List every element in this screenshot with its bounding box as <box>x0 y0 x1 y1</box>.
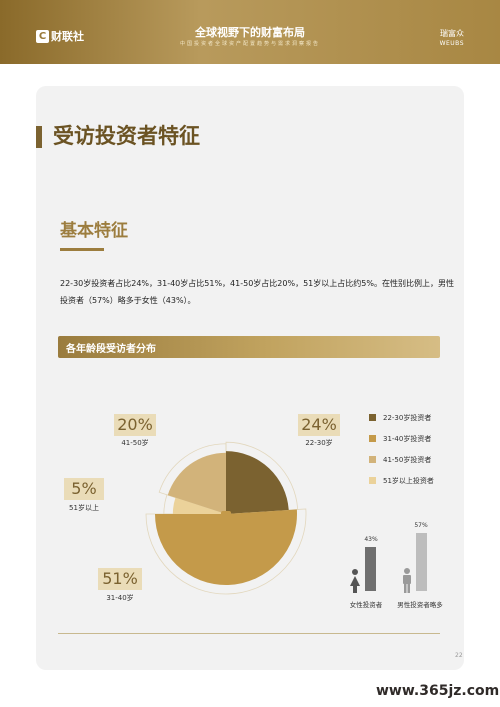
legend-label: 22-30岁投资者 <box>383 413 432 422</box>
logo-text: 财联社 <box>51 30 84 43</box>
pie-guide-arc <box>225 441 299 515</box>
female-icon <box>350 569 360 593</box>
callout-22-30-label: 22-30岁 <box>305 439 333 447</box>
callout-51-plus-value: 5% <box>64 478 104 500</box>
legend-swatch <box>369 477 376 484</box>
legend-label: 51岁以上投资者 <box>383 476 434 485</box>
callout-31-40-label: 31-40岁 <box>106 594 134 602</box>
chart-title-band: 各年龄段受访者分布 <box>58 336 440 358</box>
legend-label: 41-50岁投资者 <box>383 455 432 464</box>
callout-31-40-value: 51% <box>98 568 142 590</box>
bottom-divider <box>58 633 440 634</box>
content-card: 受访投资者特征 基本特征 22-30岁投资者占比24%，31-40岁占比51%，… <box>36 86 464 670</box>
age-pie-chart <box>145 441 307 595</box>
callout-41-50-label: 41-50岁 <box>121 439 149 447</box>
pie-slices <box>155 451 297 585</box>
legend-item: 31-40岁投资者 <box>369 428 434 449</box>
male-bar <box>416 533 427 591</box>
logo-mark: C <box>36 29 49 43</box>
pie-center-marker <box>221 511 231 525</box>
pie-guide-arcs <box>145 441 307 595</box>
callout-22-30-value: 24% <box>298 414 340 436</box>
legend-label: 31-40岁投资者 <box>383 434 432 443</box>
female-bar-label: 女性投资者 <box>349 601 383 609</box>
pie-slice-41-50岁投资者 <box>167 452 226 514</box>
section-title: 受访投资者特征 <box>53 124 200 148</box>
report-title: 全球视野下的财富布局 <box>195 26 305 39</box>
callout-41-50-value: 20% <box>114 414 156 436</box>
legend-swatch <box>369 456 376 463</box>
partner-brand-en: WEUBS <box>439 40 464 47</box>
report-subtitle: 中国投资者全球资产配置趋势与需求洞察报告 <box>179 41 320 47</box>
legend-swatch <box>369 414 376 421</box>
legend-item: 22-30岁投资者 <box>369 407 434 428</box>
male-bar-value: 57% <box>414 522 428 529</box>
legend-swatch <box>369 435 376 442</box>
section-accent-bar <box>36 126 42 148</box>
male-icon <box>403 568 411 593</box>
male-bar-label: 男性投资者略多 <box>397 601 443 609</box>
partner-brand-cn: 瑞富众 <box>440 29 464 38</box>
legend-item: 51岁以上投资者 <box>369 470 434 491</box>
female-bar <box>365 547 376 591</box>
partner-brand: 瑞富众 WEUBS <box>440 28 464 47</box>
pie-guide-arc <box>145 508 307 595</box>
pie-guide-arc <box>158 443 227 515</box>
section-description: 22-30岁投资者占比24%，31-40岁占比51%，41-50岁占比20%，5… <box>60 279 454 305</box>
legend-item: 41-50岁投资者 <box>369 449 434 470</box>
publisher-logo: C 财联社 <box>36 28 84 44</box>
pie-slice-31-40岁投资者 <box>155 509 297 585</box>
page-number: 22 <box>455 652 463 659</box>
subsection-title: 基本特征 <box>60 221 128 241</box>
site-watermark: www.365jz.com <box>376 683 500 699</box>
subsection-underline <box>60 248 104 251</box>
pie-slice-22-30岁投资者 <box>226 451 289 514</box>
pie-slice-51岁以上投资者 <box>172 497 226 514</box>
callout-51-plus-label: 51岁以上 <box>69 504 99 512</box>
chart-title: 各年龄段受访者分布 <box>66 344 156 355</box>
pie-legend: 22-30岁投资者 31-40岁投资者 41-50岁投资者 51岁以上投资者 <box>369 407 434 491</box>
female-bar-value: 43% <box>364 536 378 544</box>
report-header: C 财联社 全球视野下的财富布局 中国投资者全球资产配置趋势与需求洞察报告 瑞富… <box>0 0 500 64</box>
